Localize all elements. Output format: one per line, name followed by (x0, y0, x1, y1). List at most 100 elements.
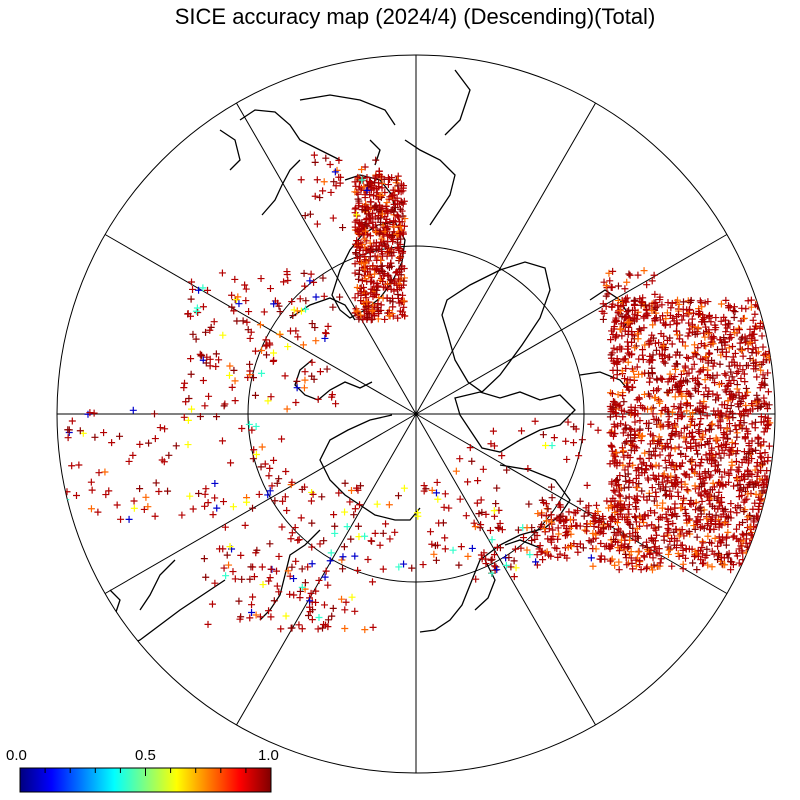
accuracy-marker (702, 353, 710, 361)
accuracy-marker (688, 315, 696, 323)
accuracy-marker (762, 307, 770, 315)
accuracy-marker (308, 560, 316, 568)
accuracy-marker (624, 358, 632, 366)
accuracy-marker (677, 449, 685, 457)
accuracy-marker (763, 421, 771, 429)
accuracy-marker (297, 514, 305, 522)
accuracy-marker (694, 450, 702, 458)
accuracy-marker (202, 328, 210, 336)
colorbar-label-mid: 0.5 (135, 747, 156, 764)
accuracy-marker (304, 563, 312, 571)
accuracy-marker (597, 539, 605, 547)
accuracy-marker (246, 367, 254, 375)
accuracy-marker (648, 331, 656, 339)
accuracy-marker (720, 429, 728, 437)
accuracy-marker (659, 342, 667, 350)
accuracy-marker (288, 563, 296, 571)
accuracy-marker (567, 542, 575, 550)
accuracy-marker (614, 501, 622, 509)
accuracy-marker (649, 554, 657, 562)
accuracy-marker (136, 440, 144, 448)
accuracy-marker (273, 582, 281, 590)
accuracy-marker (733, 385, 741, 393)
accuracy-marker (296, 295, 304, 303)
accuracy-marker (343, 523, 351, 531)
accuracy-marker (218, 437, 226, 445)
accuracy-marker (714, 494, 722, 502)
accuracy-marker (752, 344, 760, 352)
accuracy-marker (306, 277, 314, 285)
accuracy-marker (621, 327, 629, 335)
accuracy-marker (220, 402, 228, 410)
accuracy-marker (652, 461, 660, 469)
accuracy-marker (566, 515, 574, 523)
accuracy-marker (699, 405, 707, 413)
accuracy-marker (711, 411, 719, 419)
accuracy-marker (661, 487, 669, 495)
accuracy-marker (338, 595, 346, 603)
accuracy-marker (209, 511, 217, 519)
accuracy-marker (650, 436, 658, 444)
accuracy-marker (270, 456, 278, 464)
accuracy-marker (643, 543, 651, 551)
accuracy-marker (125, 457, 133, 465)
accuracy-marker (750, 541, 758, 549)
accuracy-marker (650, 271, 658, 279)
accuracy-marker (627, 431, 635, 439)
accuracy-marker (760, 306, 768, 314)
accuracy-marker (229, 503, 237, 511)
accuracy-marker (657, 410, 665, 418)
accuracy-marker (603, 497, 611, 505)
accuracy-marker (664, 443, 672, 451)
accuracy-marker (732, 474, 740, 482)
accuracy-marker (695, 428, 703, 436)
accuracy-marker (735, 521, 743, 529)
accuracy-marker (746, 355, 754, 363)
accuracy-marker (225, 371, 233, 379)
accuracy-marker (282, 612, 290, 620)
accuracy-marker (652, 493, 660, 501)
accuracy-marker (679, 500, 687, 508)
accuracy-marker (675, 300, 683, 308)
accuracy-marker (648, 364, 656, 372)
accuracy-marker (711, 326, 719, 334)
accuracy-marker (677, 429, 685, 437)
accuracy-marker (725, 335, 733, 343)
accuracy-marker (624, 451, 632, 459)
accuracy-marker (647, 356, 655, 364)
accuracy-marker (292, 398, 300, 406)
accuracy-marker (596, 528, 604, 536)
accuracy-marker (293, 307, 301, 315)
accuracy-marker (554, 535, 562, 543)
accuracy-marker (623, 308, 631, 316)
accuracy-marker (703, 412, 711, 420)
accuracy-marker (645, 454, 653, 462)
accuracy-marker (655, 433, 663, 441)
accuracy-marker (757, 555, 765, 563)
accuracy-marker (674, 411, 682, 419)
accuracy-marker (648, 484, 656, 492)
accuracy-marker (669, 424, 677, 432)
accuracy-marker (683, 378, 691, 386)
accuracy-marker (636, 454, 644, 462)
accuracy-marker (765, 325, 773, 333)
accuracy-marker (276, 330, 284, 338)
accuracy-marker (703, 515, 711, 523)
accuracy-marker (756, 384, 764, 392)
accuracy-marker (265, 472, 273, 480)
accuracy-marker (643, 419, 651, 427)
accuracy-marker (731, 422, 739, 430)
accuracy-marker (658, 301, 666, 309)
meridian-line (415, 234, 728, 415)
accuracy-marker (273, 567, 281, 575)
accuracy-marker (316, 540, 324, 548)
accuracy-marker (350, 511, 358, 519)
accuracy-marker (581, 526, 589, 534)
accuracy-marker (653, 440, 661, 448)
accuracy-marker (613, 360, 621, 368)
accuracy-marker (228, 383, 236, 391)
accuracy-marker (684, 487, 692, 495)
accuracy-marker (730, 376, 738, 384)
accuracy-marker (618, 505, 626, 513)
accuracy-marker (95, 469, 103, 477)
